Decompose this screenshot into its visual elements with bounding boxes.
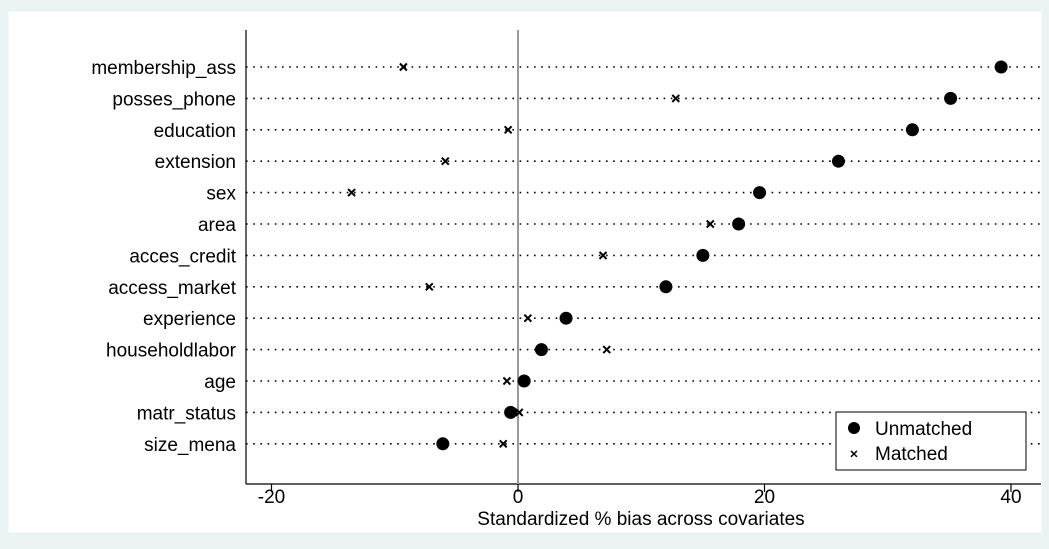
matched-point-stroke xyxy=(515,408,524,417)
legend-unmatched-label: Unmatched xyxy=(875,419,972,440)
matched-point-stroke xyxy=(347,188,356,197)
unmatched-point xyxy=(732,217,746,231)
unmatched-point xyxy=(831,154,845,168)
matched-point-stroke xyxy=(441,156,450,166)
legend-box xyxy=(835,411,1027,471)
legend: Unmatched × Matched xyxy=(835,411,1027,471)
matched-point xyxy=(502,376,512,386)
legend-matched-label: Matched xyxy=(875,444,948,465)
category-label: posses_phone xyxy=(112,89,236,110)
x-tick-label: 40 xyxy=(1000,487,1021,508)
category-label: matr_status xyxy=(137,403,236,424)
unmatched-point xyxy=(436,437,450,451)
unmatched-point xyxy=(696,248,710,262)
category-label: householdlabor xyxy=(106,341,237,362)
unmatched-point xyxy=(905,123,919,137)
matched-point xyxy=(598,251,608,260)
x-axis-label: Standardized % bias across covariates xyxy=(477,509,804,530)
category-label: sex xyxy=(206,184,236,205)
matched-point xyxy=(399,62,408,72)
unmatched-point xyxy=(517,374,531,388)
matched-point xyxy=(671,94,680,103)
category-label: extension xyxy=(155,152,236,173)
data-marks xyxy=(347,60,1008,451)
category-label: membership_ass xyxy=(91,58,236,79)
matched-point xyxy=(602,345,611,354)
matched-point xyxy=(515,408,524,417)
axes xyxy=(245,30,1041,485)
category-label: size_mena xyxy=(144,435,236,456)
matched-point-stroke xyxy=(602,345,611,354)
category-label: education xyxy=(154,121,236,142)
unmatched-point xyxy=(504,405,518,419)
matched-point xyxy=(499,439,508,449)
x-tick-label: 20 xyxy=(754,487,775,508)
matched-point-stroke xyxy=(598,251,608,260)
matched-point-stroke xyxy=(671,94,680,103)
matched-point-stroke xyxy=(502,376,512,386)
legend-unmatched-marker xyxy=(848,422,860,434)
matched-point xyxy=(523,313,533,323)
unmatched-point xyxy=(659,280,673,294)
x-tick-label: -20 xyxy=(258,487,285,508)
category-labels: membership_ass posses_phone education exten… xyxy=(91,58,236,456)
matched-point-stroke xyxy=(425,282,434,292)
unmatched-point xyxy=(753,186,767,200)
unmatched-point xyxy=(994,60,1008,74)
matched-point xyxy=(706,219,715,229)
matched-point xyxy=(347,188,356,197)
matched-point-stroke xyxy=(503,125,513,135)
category-label: area xyxy=(198,215,236,236)
matched-point xyxy=(441,156,450,166)
matched-point-stroke xyxy=(706,219,715,229)
category-label: experience xyxy=(143,309,236,330)
matched-point-stroke xyxy=(499,439,508,449)
matched-point-stroke xyxy=(399,62,408,72)
category-label: acces_credit xyxy=(129,246,236,267)
x-tick-labels: -20 0 20 40 xyxy=(258,484,1022,508)
matched-point-stroke xyxy=(523,313,533,323)
unmatched-point xyxy=(559,311,573,325)
unmatched-point xyxy=(944,91,958,105)
category-label: access_market xyxy=(108,278,236,299)
unmatched-point xyxy=(534,343,548,357)
legend-matched-marker: × xyxy=(850,446,858,462)
x-tick-label: 0 xyxy=(513,487,524,508)
matched-point xyxy=(425,282,434,292)
matched-point xyxy=(503,125,513,135)
category-label: age xyxy=(204,372,236,393)
